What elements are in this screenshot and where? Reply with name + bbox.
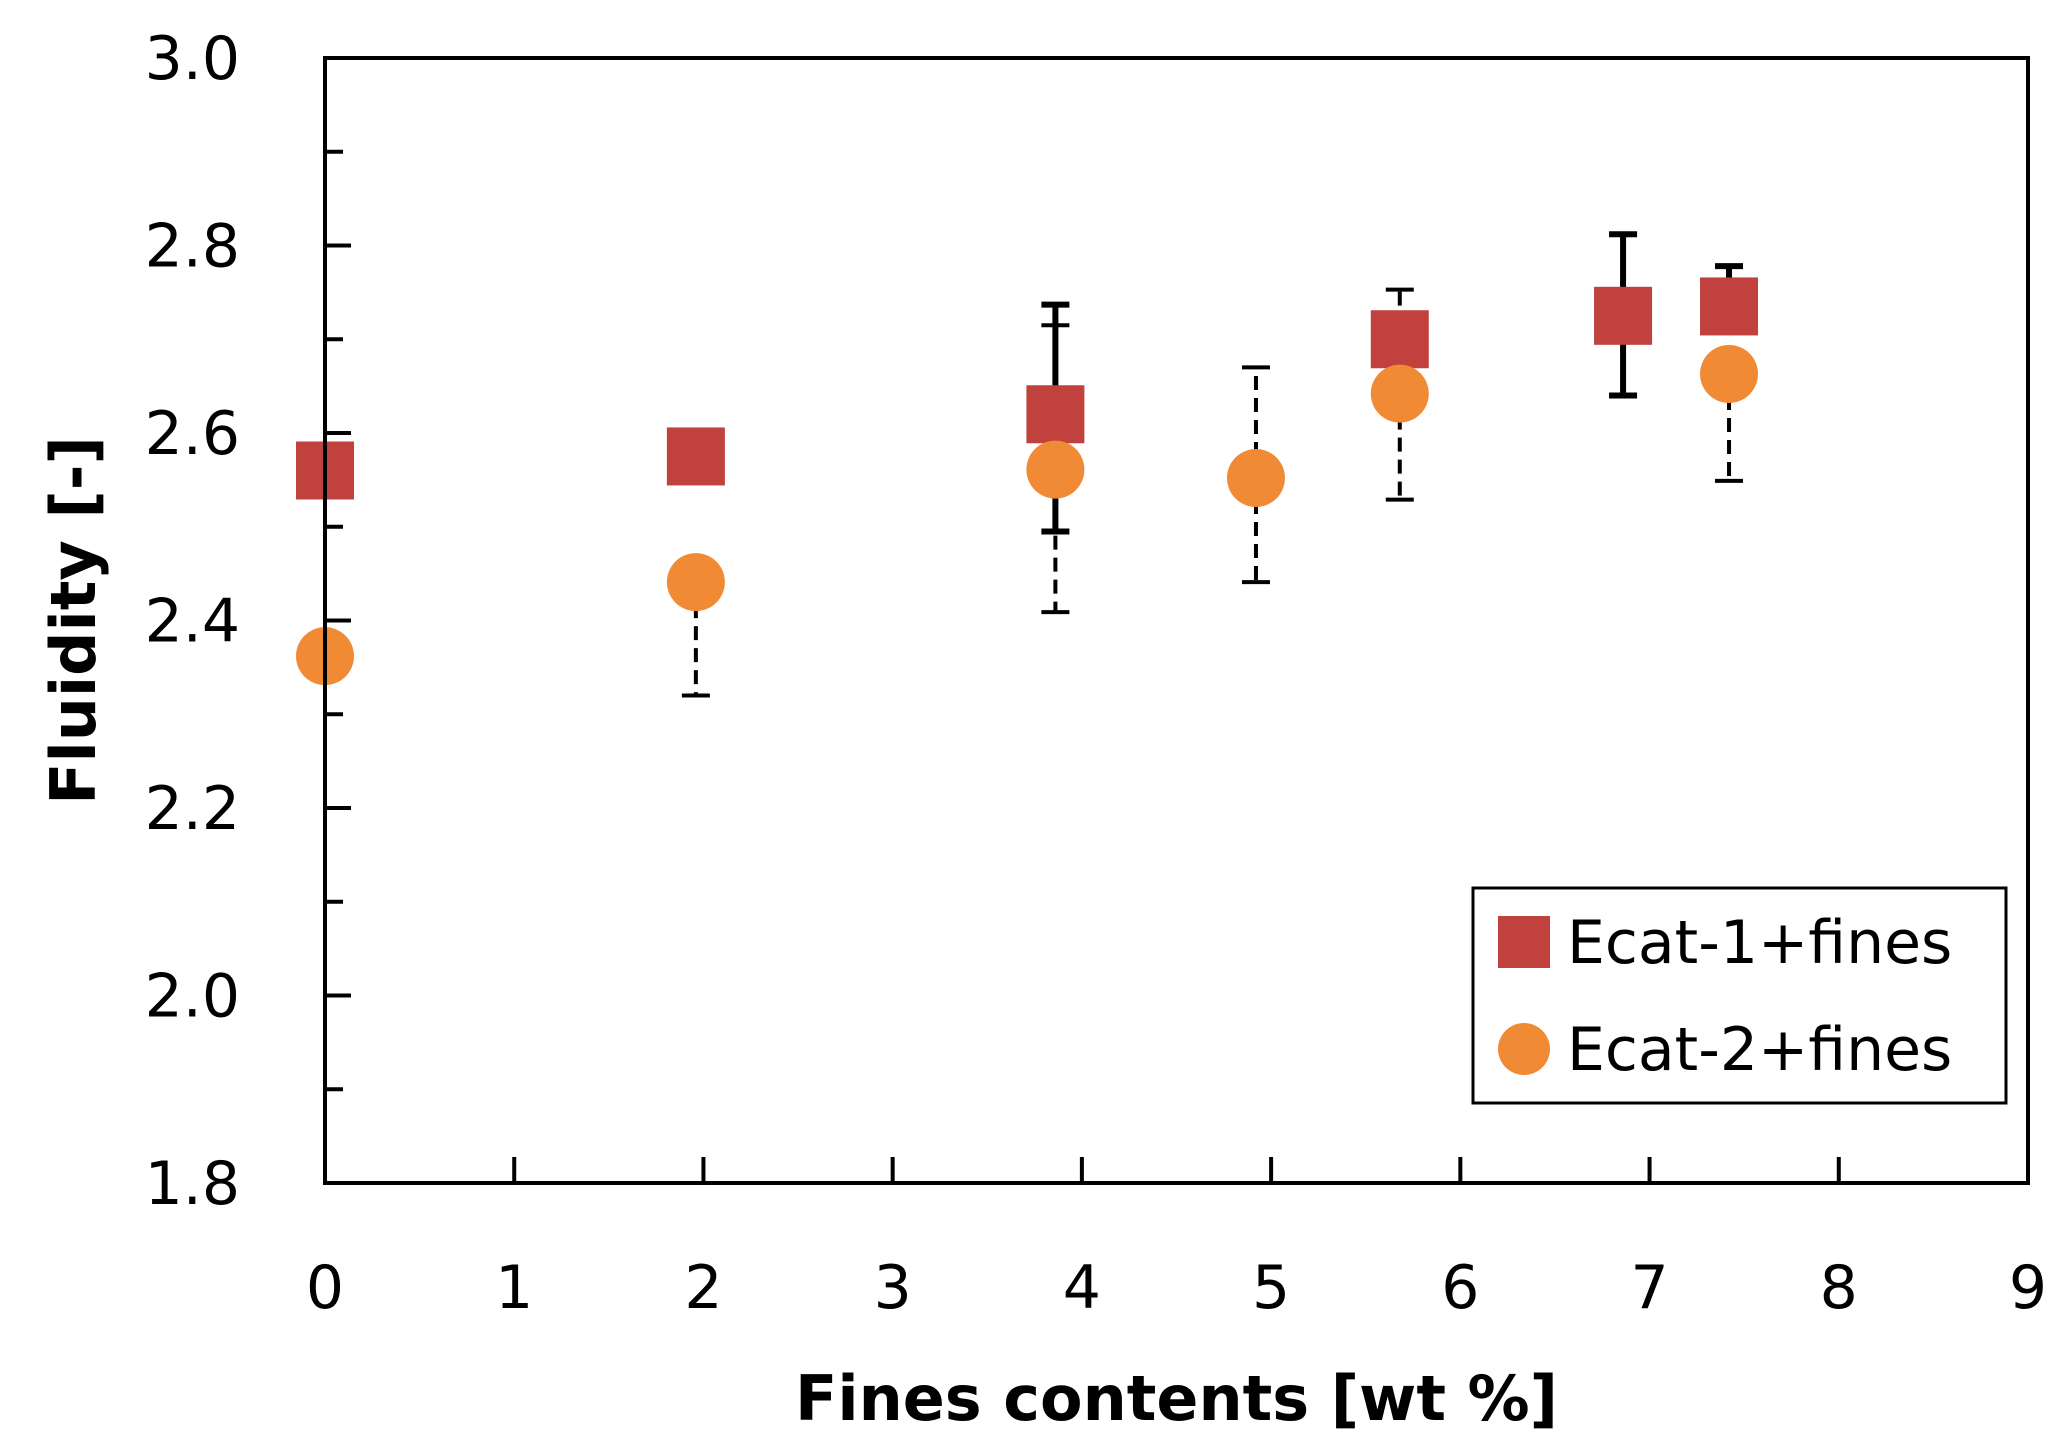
y-tick-label: 2.4 — [145, 587, 240, 657]
y-tick-label: 2.6 — [145, 399, 240, 469]
y-tick-label: 2.8 — [145, 212, 240, 282]
legend-box — [1471, 886, 2008, 1105]
y-tick-label: 2.0 — [145, 962, 240, 1032]
data-points-layer — [296, 277, 1759, 686]
x-tick-label: 1 — [495, 1253, 533, 1323]
tick-labels-layer: 0 1 2 3 4 5 6 7 8 9 1.8 2.0 2.2 2.4 2.6 2.8 3.0 — [145, 24, 2048, 1323]
x-tick-label: 3 — [874, 1253, 912, 1323]
data-point-circle — [1370, 364, 1429, 423]
data-point-square — [1026, 385, 1085, 444]
x-tick-label: 7 — [1630, 1253, 1668, 1323]
legend-label-ecat-1: Ecat-1+fines — [1567, 908, 1952, 978]
x-tick-label: 8 — [1820, 1253, 1858, 1323]
x-tick-label: 0 — [306, 1253, 344, 1323]
data-point-circle — [666, 553, 725, 612]
x-tick-label: 2 — [684, 1253, 722, 1323]
x-tick-label: 5 — [1252, 1253, 1290, 1323]
data-point-circle — [1226, 449, 1285, 507]
legend: Ecat-1+fines Ecat-2+fines — [1471, 886, 2008, 1105]
y-axis-title: Fluidity [-] — [37, 436, 110, 805]
x-axis-title: Fines contents [wt %] — [795, 1362, 1558, 1435]
data-point-circle — [1026, 440, 1085, 499]
x-tick-label: 9 — [2009, 1253, 2047, 1323]
data-point-square — [1700, 277, 1759, 336]
y-tick-label: 3.0 — [145, 24, 240, 94]
legend-label-ecat-2: Ecat-2+fines — [1567, 1015, 1952, 1085]
data-point-square — [1370, 310, 1429, 369]
legend-marker-circle — [1498, 1023, 1550, 1075]
legend-marker-square — [1498, 916, 1550, 968]
y-tick-label: 1.8 — [145, 1149, 240, 1219]
axis-ticks-layer — [325, 149, 1841, 1183]
data-point-circle — [1700, 344, 1759, 403]
data-point-square — [1594, 286, 1653, 345]
x-tick-label: 4 — [1063, 1253, 1101, 1323]
data-point-square — [666, 427, 725, 486]
y-tick-label: 2.2 — [145, 774, 240, 844]
errorbars-layer — [681, 231, 1744, 698]
x-tick-label: 6 — [1441, 1253, 1479, 1323]
